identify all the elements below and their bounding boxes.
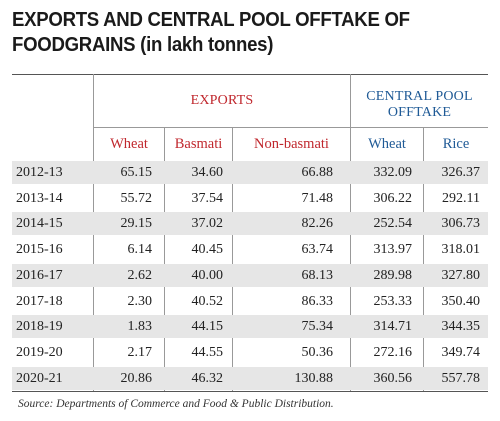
value-cell: 2.62 [127, 267, 153, 283]
group-pool-line-1: CENTRAL POOL [366, 89, 473, 104]
value-cell: 327.80 [441, 267, 481, 283]
year-cell: 2013-14 [16, 190, 63, 206]
value-cell: 326.37 [441, 165, 481, 180]
table-row: 2017-18 2.30 40.52 86.33 253.33 350.40 [12, 290, 488, 313]
col-header-basmati: Basmati [174, 136, 223, 152]
value-cell: 313.97 [373, 242, 413, 258]
value-cell: 6.14 [127, 242, 153, 258]
value-cell: 44.15 [191, 319, 224, 335]
group-pool-line-2: OFFTAKE [387, 105, 452, 120]
value-cell: 344.35 [441, 319, 481, 335]
value-cell: 289.98 [373, 267, 413, 283]
value-cell: 37.02 [191, 216, 224, 232]
value-cell: 360.56 [373, 370, 413, 386]
value-cell: 40.52 [191, 293, 224, 309]
year-cell: 2016-17 [16, 267, 63, 283]
divider-col-2 [232, 128, 233, 391]
group-central-pool: CENTRAL POOL OFFTAKE [351, 89, 488, 121]
col-header-non-basmati: Non-basmati [254, 136, 329, 152]
table-row: 2020-21 20.86 46.32 130.88 360.56 557.78 [12, 366, 488, 390]
value-cell: 82.26 [301, 216, 334, 232]
value-cell: 44.55 [191, 344, 224, 360]
table-row: 2016-17 2.62 40.00 68.13 289.98 327.80 [12, 263, 488, 287]
bottom-rule [12, 391, 488, 392]
value-cell: 34.60 [191, 165, 224, 180]
value-cell: 557.78 [441, 370, 481, 386]
value-cell: 314.71 [373, 319, 413, 335]
table-row: 2012-13 65.15 34.60 66.88 332.09 326.37 [12, 161, 488, 184]
value-cell: 318.01 [441, 242, 481, 258]
title-main: FOODGRAINS [12, 34, 136, 56]
value-cell: 1.83 [127, 319, 153, 335]
value-cell: 65.15 [120, 165, 153, 180]
value-cell: 350.40 [441, 293, 481, 309]
group-exports: EXPORTS [190, 93, 254, 108]
value-cell: 50.36 [301, 344, 334, 360]
table-row: 2019-20 2.17 44.55 50.36 272.16 349.74 [12, 341, 488, 364]
value-cell: 20.86 [120, 370, 153, 386]
value-cell: 272.16 [373, 344, 413, 360]
value-cell: 75.34 [301, 319, 334, 335]
value-cell: 66.88 [301, 165, 334, 180]
value-cell: 2.17 [127, 344, 153, 360]
col-header-wheat-offtake: Wheat [368, 136, 406, 152]
divider-col-4 [423, 128, 424, 391]
exports-underline [94, 127, 350, 128]
title-unit: (in lakh tonnes) [135, 34, 274, 56]
value-cell: 68.13 [301, 267, 334, 283]
year-cell: 2015-16 [16, 242, 63, 258]
col-header-wheat-exports: Wheat [110, 136, 148, 152]
col-header-rice: Rice [442, 136, 470, 152]
value-cell: 306.73 [441, 216, 481, 232]
table-row: 2013-14 55.72 37.54 71.48 306.22 292.11 [12, 187, 488, 210]
value-cell: 55.72 [120, 190, 153, 206]
value-cell: 86.33 [301, 293, 334, 309]
year-cell: 2018-19 [16, 319, 63, 335]
value-cell: 292.11 [442, 190, 480, 206]
source-note: Source: Departments of Commerce and Food… [18, 398, 334, 410]
top-rule [12, 74, 488, 75]
value-cell: 253.33 [373, 293, 413, 309]
value-cell: 332.09 [373, 165, 413, 180]
year-cell: 2014-15 [16, 216, 63, 232]
table-row: 2018-19 1.83 44.15 75.34 314.71 344.35 [12, 315, 488, 339]
value-cell: 130.88 [294, 370, 334, 386]
year-cell: 2012-13 [16, 165, 63, 180]
table-row: 2015-16 6.14 40.45 63.74 313.97 318.01 [12, 238, 488, 261]
table-row: 2014-15 29.15 37.02 82.26 252.54 306.73 [12, 212, 488, 236]
value-cell: 306.22 [373, 190, 413, 206]
value-cell: 63.74 [301, 242, 334, 258]
year-cell: 2017-18 [16, 293, 63, 309]
value-cell: 29.15 [120, 216, 153, 232]
year-cell: 2020-21 [16, 370, 63, 386]
title-line-1: EXPORTS AND CENTRAL POOL OFFTAKE OF [12, 9, 410, 31]
pool-underline [351, 127, 488, 128]
value-cell: 37.54 [191, 190, 224, 206]
value-cell: 40.45 [191, 242, 224, 258]
year-cell: 2019-20 [16, 344, 63, 360]
value-cell: 2.30 [127, 293, 153, 309]
value-cell: 40.00 [191, 267, 224, 283]
title-line-2: FOODGRAINS (in lakh tonnes) [12, 33, 455, 58]
value-cell: 349.74 [441, 344, 481, 360]
divider-col-1 [164, 128, 165, 391]
value-cell: 46.32 [191, 370, 224, 386]
value-cell: 252.54 [373, 216, 413, 232]
value-cell: 71.48 [301, 190, 334, 206]
chart-title: EXPORTS AND CENTRAL POOL OFFTAKE OF FOOD… [12, 8, 455, 58]
